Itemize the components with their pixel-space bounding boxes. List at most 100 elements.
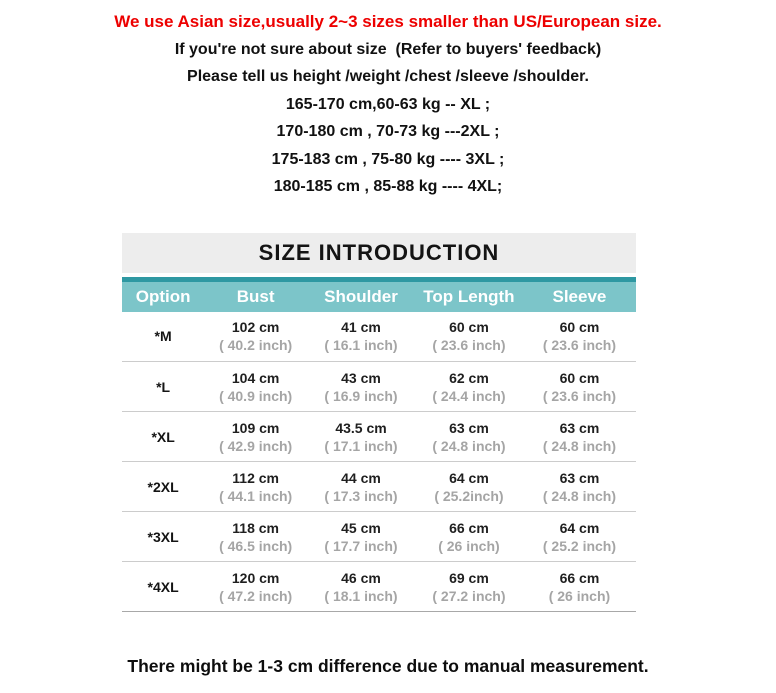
column-header-top-length: Top Length	[423, 286, 515, 306]
cm-value: 69 cm	[449, 569, 489, 586]
size-table: SIZE INTRODUCTION Option Bust Shoulder T…	[122, 232, 636, 613]
inch-value: ( 40.9 inch)	[219, 387, 293, 404]
measurement-cell: 69 cm( 27.2 inch)	[415, 562, 523, 612]
cm-value: 62 cm	[449, 369, 489, 386]
measurement-cell: 120 cm( 47.2 inch)	[204, 562, 307, 612]
table-row: *M 102 cm( 40.2 inch) 41 cm( 16.1 inch) 60 …	[122, 312, 636, 362]
inch-value: ( 24.4 inch)	[432, 387, 506, 404]
inch-value: ( 24.8 inch)	[542, 487, 617, 504]
measurement-cell: 46 cm( 18.1 inch)	[307, 562, 415, 612]
cm-value: 66 cm	[449, 519, 489, 536]
cm-value: 102 cm	[231, 319, 280, 336]
title-gap-divider	[122, 272, 636, 277]
measurement-cell: 60 cm( 23.6 inch)	[523, 312, 636, 362]
measurement-disclaimer: There might be 1-3 cm difference due to …	[127, 656, 649, 676]
inch-value: ( 44.1 inch)	[219, 487, 293, 504]
cm-value: 63 cm	[559, 469, 600, 486]
inch-value: ( 17.3 inch)	[324, 487, 398, 504]
inch-value: ( 18.1 inch)	[324, 587, 398, 604]
size-notes: We use Asian size,usually 2~3 sizes smal…	[0, 0, 776, 201]
cm-value: 104 cm	[231, 369, 280, 386]
cm-value: 120 cm	[231, 569, 280, 586]
table-row: *4XL 120 cm( 47.2 inch) 46 cm( 18.1 inch) 6…	[122, 562, 636, 612]
cm-value: 46 cm	[341, 569, 381, 586]
inch-value: ( 40.2 inch)	[219, 337, 293, 354]
note-size-xl: 165-170 cm,60-63 kg -- XL ;	[285, 95, 491, 113]
column-header-sleeve: Sleeve	[552, 286, 607, 306]
cm-value: 63 cm	[449, 419, 489, 436]
table-row: *2XL 112 cm( 44.1 inch) 44 cm( 17.3 inch) 6…	[122, 462, 636, 512]
inch-value: ( 17.1 inch)	[324, 437, 398, 454]
measurement-cell: 104 cm( 40.9 inch)	[204, 362, 307, 412]
inch-value: ( 42.9 inch)	[219, 437, 293, 454]
inch-value: ( 26 inch)	[548, 587, 611, 604]
inch-value: ( 24.8 inch)	[542, 437, 617, 454]
inch-value: ( 23.6 inch)	[432, 337, 506, 354]
measurement-cell: 66 cm( 26 inch)	[523, 562, 636, 612]
table-row: *3XL 118 cm( 46.5 inch) 45 cm( 17.7 inch) 6…	[122, 512, 636, 562]
measurement-cell: 118 cm( 46.5 inch)	[204, 512, 307, 562]
note-size-2xl: 170-180 cm , 70-73 kg ---2XL ;	[276, 123, 500, 140]
measurement-cell: 64 cm( 25.2 inch)	[523, 512, 636, 562]
column-header-bust: Bust	[236, 286, 275, 306]
cm-value: 66 cm	[559, 569, 600, 586]
cm-value: 44 cm	[341, 469, 381, 486]
size-table-grid: Option Bust Shoulder Top Length Sleeve *…	[122, 281, 636, 613]
note-tell-us: Please tell us height /weight /chest /sl…	[187, 68, 589, 85]
table-row: *XL 109 cm( 42.9 inch) 43.5 cm( 17.1 inch)…	[122, 412, 636, 462]
inch-value: ( 16.1 inch)	[324, 337, 398, 354]
cm-value: 60 cm	[559, 369, 600, 386]
measurement-cell: 45 cm( 17.7 inch)	[307, 512, 415, 562]
cm-value: 64 cm	[449, 469, 489, 486]
inch-value: ( 25.2inch)	[434, 487, 504, 504]
cm-value: 63 cm	[559, 419, 600, 436]
size-table-title: SIZE INTRODUCTION	[122, 232, 636, 273]
size-option-label: *3XL	[147, 528, 179, 545]
cm-value: 45 cm	[341, 519, 381, 536]
inch-value: ( 27.2 inch)	[432, 587, 506, 604]
table-row: *L 104 cm( 40.9 inch) 43 cm( 16.9 inch) 62 …	[122, 362, 636, 412]
note-size-3xl: 175-183 cm , 75-80 kg ---- 3XL ;	[271, 150, 505, 168]
cm-value: 60 cm	[449, 319, 489, 336]
measurement-cell: 66 cm( 26 inch)	[415, 512, 523, 562]
asian-size-warning: We use Asian size,usually 2~3 sizes smal…	[114, 12, 662, 31]
size-option-label: *2XL	[147, 478, 179, 495]
cm-value: 60 cm	[559, 319, 600, 336]
inch-value: ( 24.8 inch)	[432, 437, 506, 454]
size-option-label: *M	[154, 328, 172, 345]
measurement-cell: 63 cm( 24.8 inch)	[523, 462, 636, 512]
measurement-cell: 43.5 cm( 17.1 inch)	[307, 412, 415, 462]
table-header-row: Option Bust Shoulder Top Length Sleeve	[122, 281, 636, 312]
cm-value: 41 cm	[341, 319, 381, 336]
note-size-feedback: If you're not sure about size (Refer to …	[174, 40, 602, 58]
cm-value: 43.5 cm	[335, 419, 387, 436]
inch-value: ( 26 inch)	[438, 537, 500, 554]
measurement-cell: 112 cm( 44.1 inch)	[204, 462, 307, 512]
measurement-cell: 62 cm( 24.4 inch)	[415, 362, 523, 412]
measurement-cell: 102 cm( 40.2 inch)	[204, 312, 307, 362]
cm-value: 43 cm	[341, 369, 381, 386]
cm-value: 64 cm	[559, 519, 600, 536]
column-header-shoulder: Shoulder	[324, 286, 398, 306]
inch-value: ( 47.2 inch)	[219, 587, 293, 604]
size-option-label: *XL	[151, 428, 175, 445]
table-accent-strip	[122, 276, 636, 282]
measurement-cell: 43 cm( 16.9 inch)	[307, 362, 415, 412]
inch-value: ( 23.6 inch)	[542, 337, 617, 354]
measurement-cell: 60 cm( 23.6 inch)	[415, 312, 523, 362]
measurement-cell: 63 cm( 24.8 inch)	[415, 412, 523, 462]
size-option-label: *4XL	[147, 578, 179, 595]
column-header-option: Option	[135, 286, 191, 306]
measurement-cell: 63 cm( 24.8 inch)	[523, 412, 636, 462]
inch-value: ( 16.9 inch)	[324, 387, 398, 404]
inch-value: ( 25.2 inch)	[542, 537, 617, 554]
inch-value: ( 46.5 inch)	[219, 537, 293, 554]
cm-value: 109 cm	[231, 419, 280, 436]
cm-value: 118 cm	[232, 519, 279, 536]
measurement-cell: 44 cm( 17.3 inch)	[307, 462, 415, 512]
note-size-4xl: 180-185 cm , 85-88 kg ---- 4XL;	[273, 178, 503, 195]
cm-value: 112 cm	[232, 469, 279, 486]
measurement-cell: 60 cm( 23.6 inch)	[523, 362, 636, 412]
measurement-cell: 41 cm( 16.1 inch)	[307, 312, 415, 362]
